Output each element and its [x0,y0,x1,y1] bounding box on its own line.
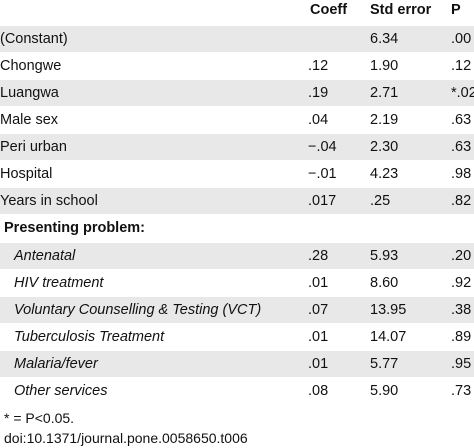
row-label: Antenatal [0,242,308,270]
row-p-value: .95 [448,350,474,378]
table-row: Male sex .04 2.19.63 [0,106,474,134]
row-label: Years in school [0,187,308,214]
header-row: Coeff Std error P [0,0,474,26]
footnote-text: * = P<0.05. [4,410,75,426]
header-std-error: Std error [370,1,432,18]
table-row: Hospital −.01 4.23.98 [0,160,474,188]
row-std-error: 1.90 [367,52,448,80]
doi: doi:10.1371/journal.pone.0058650.t006 [4,430,248,446]
table-row: Peri urban −.04 2.30.63 [0,133,474,161]
table-row: Malaria/fever .01 5.77.95 [0,350,474,378]
row-coeff: .12 [308,52,367,80]
row-p-value: *.02 [448,79,474,107]
row-label: (Constant) [0,25,308,53]
row-std-error: 5.77 [367,350,448,378]
row-coeff: .19 [308,79,367,107]
table-row: Luangwa .19 2.71 *.02 [0,79,474,107]
row-coeff [308,25,367,53]
row-label: Voluntary Counselling & Testing (VCT) [0,296,308,324]
row-p-value: .89 [448,323,474,351]
table-row: Tuberculosis Treatment .01 14.07.89 [0,323,474,351]
row-label: HIV treatment [0,269,308,297]
row-p-value: .20 [448,242,474,270]
row-std-error: .25 [367,187,448,214]
row-p-value: .92 [448,269,474,297]
row-std-error: 2.30 [367,133,448,161]
row-coeff: −.04 [308,133,367,161]
row-std-error: 2.71 [367,79,448,107]
row-p-value: .63 [448,106,474,134]
row-coeff: .07 [308,296,367,324]
row-p-value: .38 [448,296,474,324]
table-row: Antenatal .28 5.93.20 [0,242,474,270]
row-coeff: .04 [308,106,367,134]
row-label: Malaria/fever [0,350,308,378]
section-row: Presenting problem: [0,214,474,243]
row-std-error: 5.90 [367,377,448,404]
row-label: Chongwe [0,52,308,80]
row-coeff: .28 [308,242,367,270]
row-std-error: 8.60 [367,269,448,297]
row-std-error: 6.34 [367,25,448,53]
row-std-error: 4.23 [367,160,448,188]
row-label: Tuberculosis Treatment [0,323,308,351]
table-row: Voluntary Counselling & Testing (VCT) .07… [0,296,474,324]
row-p-value: .82 [448,187,474,214]
table-row: Chongwe .12 1.90.12 [0,52,474,80]
header-p: P [451,1,461,18]
row-p-value: .98 [448,160,474,188]
table-row: Years in school .017.25.82 [0,187,474,214]
row-label: Other services [0,377,308,404]
row-coeff: .017 [308,187,367,214]
row-p-value: .00 [448,25,474,53]
regression-table: Coeff Std error P (Constant) 6.34.00 Chong… [0,0,474,404]
table-row: HIV treatment .01 8.60.92 [0,269,474,297]
row-coeff: .08 [308,377,367,404]
row-std-error: 14.07 [367,323,448,351]
header-label [0,0,308,26]
row-label: Luangwa [0,79,308,107]
table-row: (Constant) 6.34.00 [0,25,474,53]
table-row: Other services .08 5.90.73 [0,377,474,404]
row-coeff: .01 [308,323,367,351]
row-label: Hospital [0,160,308,188]
row-coeff: −.01 [308,160,367,188]
row-p-value: .12 [448,52,474,80]
row-label: Peri urban [0,133,308,161]
row-std-error: 13.95 [367,296,448,324]
row-p-value: .73 [448,377,474,404]
row-coeff: .01 [308,269,367,297]
section-label: Presenting problem: [4,220,145,236]
row-std-error: 5.93 [367,242,448,270]
footnote: * = P<0.05. [4,410,74,426]
row-p-value: .63 [448,133,474,161]
row-std-error: 2.19 [367,106,448,134]
header-coeff: Coeff [310,1,348,18]
row-coeff: .01 [308,350,367,378]
row-label: Male sex [0,106,308,134]
